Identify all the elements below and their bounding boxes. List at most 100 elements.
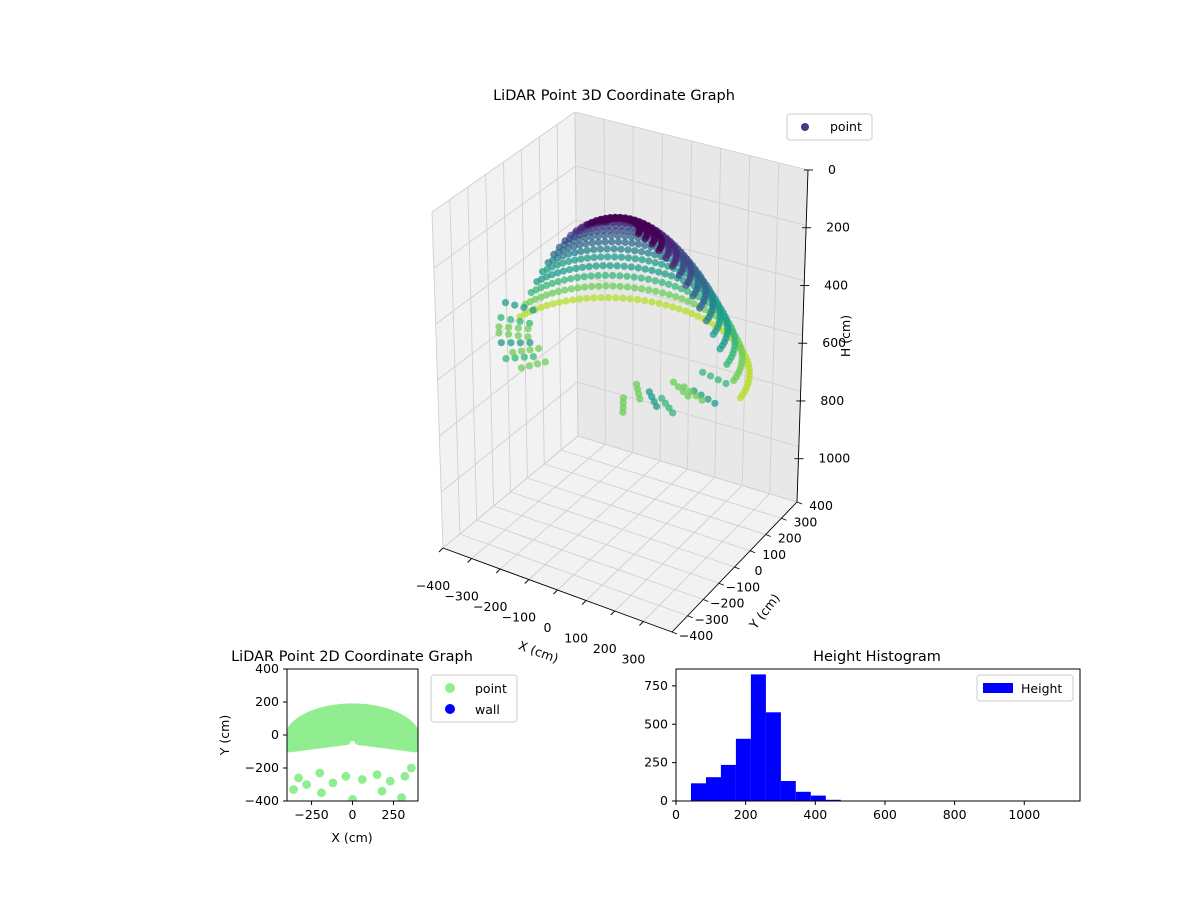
point-2d — [294, 773, 303, 783]
point-3d — [495, 323, 503, 331]
tick-3d-y — [734, 566, 740, 570]
grid-line — [433, 165, 576, 269]
point-3d — [497, 313, 505, 322]
point-3d — [736, 394, 745, 402]
point-3d — [559, 252, 567, 260]
point-3d — [620, 262, 628, 270]
point-3d — [631, 284, 639, 292]
point-3d — [631, 255, 639, 263]
point-3d — [542, 291, 551, 299]
point-2d — [341, 771, 351, 781]
point-3d — [509, 348, 517, 356]
point-3d — [544, 259, 552, 267]
point-3d — [704, 395, 712, 403]
point-3d — [623, 272, 631, 280]
tick-label-hist-x: 200 — [734, 807, 758, 822]
grid-line — [577, 435, 798, 503]
point-3d — [682, 281, 690, 289]
point-3d — [669, 303, 677, 311]
point-2d — [357, 775, 367, 784]
point-3d — [604, 253, 612, 261]
point-3d — [520, 353, 528, 361]
tick-label-3d-y: −100 — [726, 579, 760, 594]
point-3d — [555, 243, 564, 251]
point-3d — [601, 217, 609, 225]
point-3d — [637, 274, 645, 282]
point-3d — [648, 266, 656, 274]
grid-line — [575, 165, 807, 226]
tick-3d-x — [524, 579, 530, 584]
point-3d — [658, 278, 666, 286]
point-3d — [651, 277, 659, 285]
point-3d — [601, 271, 610, 279]
chart-hist: Height Histogram 0 200 400 600 800 1000 0 250 50… — [644, 649, 1081, 822]
chart-3d-legend: point — [786, 113, 873, 141]
point-3d — [682, 307, 690, 315]
hist-bar — [765, 712, 781, 801]
point-3d — [560, 276, 569, 284]
chart-hist-frame — [675, 668, 1081, 802]
point-3d — [619, 294, 627, 302]
point-3d — [548, 279, 556, 287]
point-3d — [683, 287, 692, 295]
legend-3d-box — [786, 113, 873, 141]
axes-hist: 0 200 400 600 800 1000 0 250 500 750 — [644, 678, 1040, 822]
tick-3d-x — [467, 558, 472, 563]
point-3d — [554, 288, 563, 296]
tick-3d-x — [581, 600, 587, 605]
point-2d — [315, 768, 325, 778]
tick-label-2d-y: −400 — [245, 793, 279, 808]
tick-label-hist-y: 250 — [644, 755, 668, 770]
point-3d — [626, 295, 634, 303]
point-3d — [505, 323, 513, 331]
point-3d — [511, 354, 519, 362]
point-3d — [608, 238, 616, 246]
tick-label-3d-y: 300 — [793, 514, 817, 529]
point-3d — [613, 262, 621, 270]
point-3d — [652, 287, 660, 295]
point-3d — [517, 364, 526, 372]
point-3d — [648, 240, 656, 248]
point-3d — [595, 282, 603, 290]
legend-hist-box — [976, 674, 1074, 702]
point-3d — [583, 246, 591, 254]
point-3d — [711, 399, 719, 407]
point-3d — [514, 324, 523, 332]
chart-2d-xlabel: X (cm) — [331, 830, 372, 845]
hist-bar — [750, 674, 766, 801]
hist-bar — [780, 781, 796, 801]
tick-label-3d-x: 100 — [564, 631, 588, 646]
point-3d — [675, 305, 683, 313]
tick-label-hist-y: 0 — [660, 793, 668, 808]
grid-line — [510, 491, 735, 568]
point-3d — [562, 297, 570, 305]
grid-line — [560, 449, 782, 519]
tick-label-3d-y: −200 — [710, 596, 744, 611]
tick-label-2d-x: −250 — [294, 807, 328, 822]
tick-label-2d-y: −200 — [245, 760, 279, 775]
point-3d — [669, 409, 677, 417]
point-3d — [648, 298, 656, 306]
tick-label-3d-x: −400 — [416, 578, 450, 593]
tick-label-3d-y: 200 — [778, 531, 802, 546]
point-3d — [559, 259, 567, 267]
point-3d — [690, 300, 698, 308]
point-3d — [604, 294, 613, 302]
point-3d — [641, 265, 649, 273]
point-3d — [655, 246, 663, 255]
point-3d — [616, 282, 624, 291]
point-2d — [348, 795, 357, 801]
point-3d — [621, 238, 629, 247]
tick-label-2d-y: 200 — [255, 694, 279, 709]
tick-label-3d-z: 800 — [820, 393, 844, 408]
point-3d — [567, 285, 575, 293]
point-3d — [689, 292, 697, 300]
point-3d — [520, 304, 528, 312]
point-3d — [669, 378, 678, 386]
point-3d — [678, 295, 686, 303]
point-3d — [668, 262, 677, 270]
point-3d — [655, 268, 663, 276]
pane-floor — [443, 436, 797, 632]
point-3d — [634, 230, 643, 238]
point-2d — [287, 743, 295, 753]
